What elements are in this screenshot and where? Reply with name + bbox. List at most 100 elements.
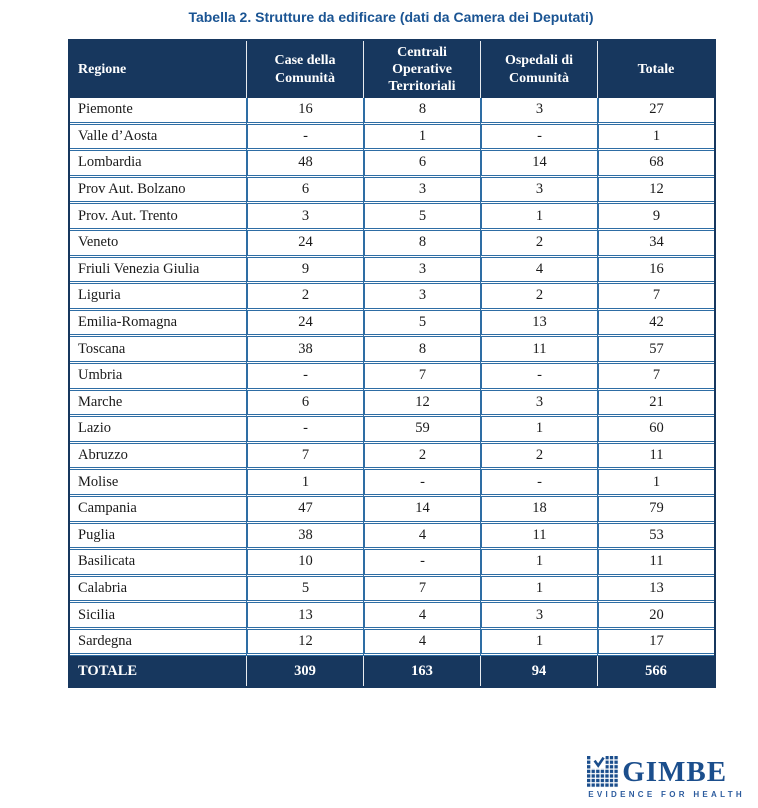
region-cell: Liguria <box>70 284 246 311</box>
region-cell: Sicilia <box>70 603 246 630</box>
value-cell: - <box>480 124 597 152</box>
gimbe-logo-top: GIMBE <box>587 756 727 788</box>
region-cell: Toscana <box>70 337 246 364</box>
value-cell: 11 <box>480 337 597 364</box>
value-cell: - <box>363 470 480 497</box>
value-cell: 11 <box>597 443 714 471</box>
region-cell: Marche <box>70 390 246 418</box>
table-row: Basilicata 10-1 11 <box>70 550 714 577</box>
region-cell: Valle d’Aosta <box>70 124 246 152</box>
total-value-cell: 566 <box>597 656 714 687</box>
value-cell: 1 <box>480 629 597 657</box>
value-cell: 2 <box>480 443 597 471</box>
value-cell: 7 <box>363 576 480 604</box>
value-cell: 24 <box>246 230 363 258</box>
value-cell: 12 <box>363 390 480 418</box>
value-cell: 3 <box>480 390 597 418</box>
value-cell: 34 <box>597 230 714 258</box>
value-cell: 5 <box>246 576 363 604</box>
table-row: Lazio -59 1 60 <box>70 417 714 444</box>
value-cell: 16 <box>597 257 714 285</box>
value-cell: 3 <box>480 603 597 630</box>
value-cell: 2 <box>480 230 597 258</box>
region-cell: Abruzzo <box>70 443 246 471</box>
value-cell: 79 <box>597 496 714 524</box>
region-cell: Lombardia <box>70 151 246 178</box>
value-cell: 20 <box>597 603 714 630</box>
gimbe-logo: GIMBE EVIDENCE FOR HEALTH <box>587 756 745 799</box>
column-header-ospedali-di-comunita: Ospedali di Comunità <box>480 41 597 98</box>
value-cell: 3 <box>363 177 480 205</box>
value-cell: 8 <box>363 230 480 258</box>
value-cell: 14 <box>363 496 480 524</box>
value-cell: 8 <box>363 98 480 125</box>
region-cell: Basilicata <box>70 550 246 577</box>
value-cell: 6 <box>246 177 363 205</box>
value-cell: 3 <box>363 257 480 285</box>
region-cell: Emilia-Romagna <box>70 310 246 338</box>
value-cell: 27 <box>597 98 714 125</box>
region-cell: Friuli Venezia Giulia <box>70 257 246 285</box>
region-cell: Veneto <box>70 230 246 258</box>
column-header-totale: Totale <box>597 41 714 98</box>
value-cell: 21 <box>597 390 714 418</box>
table-row: Calabria 5 7 1 13 <box>70 576 714 604</box>
table-row: Sardegna 12 4 1 17 <box>70 629 714 657</box>
value-cell: 11 <box>597 550 714 577</box>
table-row: Emilia-Romagna 24 5 13 42 <box>70 310 714 338</box>
column-header-case-della-comunita: Case della Comunità <box>246 41 363 98</box>
value-cell: 3 <box>480 98 597 125</box>
value-cell: - <box>480 470 597 497</box>
table-row: Valle d’Aosta -1-1 <box>70 124 714 152</box>
value-cell: 8 <box>363 337 480 364</box>
gimbe-tagline: EVIDENCE FOR HEALTH <box>588 790 745 799</box>
value-cell: 2 <box>363 443 480 471</box>
value-cell: 3 <box>363 284 480 311</box>
table-header: Regione Case della Comunità Centrali Ope… <box>70 41 714 98</box>
total-label-cell: TOTALE <box>70 656 246 687</box>
region-cell: Campania <box>70 496 246 524</box>
value-cell: 13 <box>480 310 597 338</box>
value-cell: - <box>363 550 480 577</box>
value-cell: 4 <box>363 603 480 630</box>
value-cell: - <box>246 363 363 391</box>
value-cell: 2 <box>246 284 363 311</box>
value-cell: 1 <box>363 124 480 152</box>
value-cell: 5 <box>363 310 480 338</box>
value-cell: 2 <box>480 284 597 311</box>
value-cell: 47 <box>246 496 363 524</box>
total-row: TOTALE 309 163 94 566 <box>70 656 714 687</box>
value-cell: 6 <box>363 151 480 178</box>
region-cell: Molise <box>70 470 246 497</box>
table-row: Toscana 38 8 11 57 <box>70 337 714 364</box>
table-row: Lombardia 48 6 14 68 <box>70 151 714 178</box>
value-cell: 9 <box>246 257 363 285</box>
value-cell: 38 <box>246 523 363 551</box>
table-row: Prov. Aut. Trento 3 5 1 9 <box>70 204 714 231</box>
value-cell: 57 <box>597 337 714 364</box>
value-cell: 1 <box>480 417 597 444</box>
value-cell: 14 <box>480 151 597 178</box>
table-footer: TOTALE 309 163 94 566 <box>70 656 714 687</box>
table-row: Liguria 2 3 2 7 <box>70 284 714 311</box>
value-cell: 1 <box>480 550 597 577</box>
value-cell: 5 <box>363 204 480 231</box>
gimbe-dots-check-icon <box>587 756 620 788</box>
value-cell: 7 <box>597 363 714 391</box>
value-cell: 7 <box>363 363 480 391</box>
value-cell: 68 <box>597 151 714 178</box>
value-cell: 7 <box>246 443 363 471</box>
total-value-cell: 163 <box>363 656 480 687</box>
table-row: Veneto 24 8 2 34 <box>70 230 714 258</box>
value-cell: 1 <box>480 576 597 604</box>
region-cell: Sardegna <box>70 629 246 657</box>
gimbe-wordmark: GIMBE <box>622 755 728 788</box>
total-value-cell: 309 <box>246 656 363 687</box>
total-value-cell: 94 <box>480 656 597 687</box>
value-cell: 16 <box>246 98 363 125</box>
value-cell: 12 <box>246 629 363 657</box>
value-cell: 10 <box>246 550 363 577</box>
value-cell: 12 <box>597 177 714 205</box>
value-cell: 1 <box>480 204 597 231</box>
